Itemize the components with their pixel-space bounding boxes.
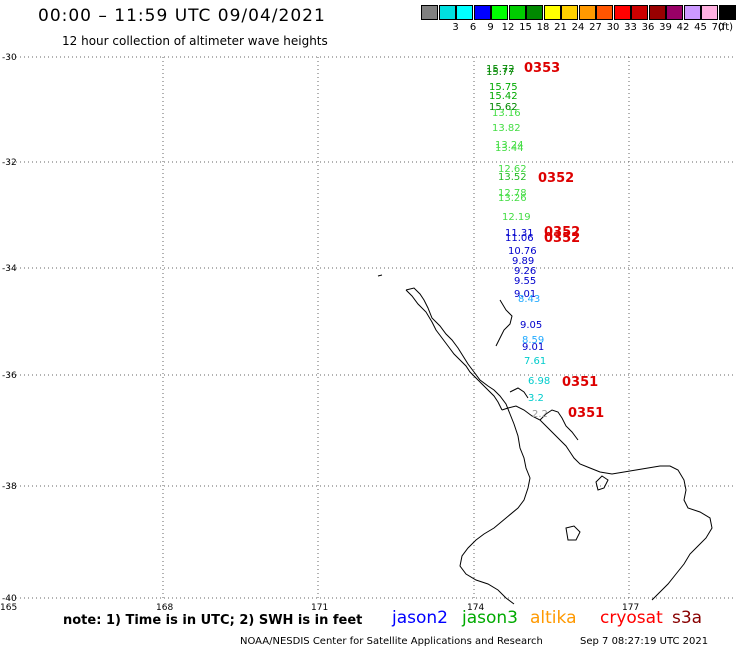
- scale-label: 30: [606, 22, 620, 33]
- wave-height-label: 13.26: [498, 193, 527, 204]
- wave-height-label: 15.62: [489, 102, 518, 113]
- latitude-tick-label: -36: [2, 371, 17, 381]
- latitude-tick-label: -34: [2, 264, 17, 274]
- footer-note: note: 1) Time is in UTC; 2) SWH is in fe…: [63, 613, 363, 628]
- map-title: 00:00 – 11:59 UTC 09/04/2021: [38, 6, 326, 26]
- wave-height-label: 15.72: [486, 64, 515, 75]
- wave-height-label: 9.01: [514, 289, 536, 300]
- longitude-tick-label: 171: [311, 603, 328, 613]
- wave-height-label: 2.2: [532, 409, 548, 420]
- scale-swatch: [666, 5, 683, 20]
- scale-label: 9: [487, 22, 494, 33]
- scale-label: 12: [501, 22, 515, 33]
- scale-swatch: [508, 5, 526, 20]
- wave-height-label: 13.82: [492, 123, 521, 134]
- wave-height-label: 3.2: [528, 393, 544, 404]
- wave-height-label: 7.61: [524, 356, 546, 367]
- scale-swatch: [543, 5, 561, 20]
- latitude-tick-label: -32: [2, 158, 17, 168]
- wave-height-label: 8.43: [518, 294, 540, 305]
- longitude-tick-label: 174: [467, 603, 484, 613]
- scale-label: 39: [659, 22, 672, 33]
- scale-swatch: [473, 5, 491, 20]
- scale-swatch: [613, 5, 631, 20]
- pass-time-label: 0352: [538, 171, 574, 186]
- scale-swatch: [596, 5, 613, 20]
- scale-swatch: [491, 5, 508, 20]
- scale-swatch: [561, 5, 578, 20]
- wave-height-label: 13.16: [492, 108, 521, 119]
- wave-height-label: 12.19: [502, 212, 531, 223]
- wave-height-label: 13.24: [495, 140, 524, 151]
- satellite-legend-jason3: jason3: [462, 608, 518, 628]
- scale-label: 24: [571, 22, 585, 33]
- scale-swatch: [526, 5, 543, 20]
- pass-time-label: 0352: [544, 225, 580, 240]
- satellite-legend-jason2: jason2: [392, 608, 448, 628]
- scale-label: 15: [519, 22, 532, 33]
- pass-time-label: 0351: [562, 375, 598, 390]
- latitude-tick-label: -40: [2, 594, 17, 604]
- wave-height-label: 8.59: [522, 335, 544, 346]
- pass-time-label: 0353: [524, 61, 560, 76]
- scale-label: 21: [554, 22, 567, 33]
- scale-swatch: [438, 5, 456, 20]
- scale-label: 3: [452, 22, 459, 33]
- coastline-north-island: [377, 274, 713, 605]
- wave-height-label: 11.06: [505, 233, 534, 244]
- scale-unit: (ft): [718, 22, 734, 33]
- wave-height-label: 9.05: [520, 320, 542, 331]
- scale-swatch: [718, 5, 736, 20]
- scale-swatch: [701, 5, 718, 20]
- longitude-tick-label: 165: [0, 603, 17, 613]
- wave-height-label: 9.89: [512, 256, 534, 267]
- wave-height-label: 11.31: [505, 228, 534, 239]
- longitude-tick-label: 177: [622, 603, 639, 613]
- wave-height-label: 15.77: [486, 67, 515, 78]
- satellite-legend-s3a: s3a: [672, 608, 703, 628]
- scale-swatch: [578, 5, 596, 20]
- scale-label: 70: [711, 22, 725, 33]
- wave-height-label: 15.42: [489, 91, 518, 102]
- satellite-legend-altika: altika: [530, 608, 577, 628]
- longitude-tick-label: 168: [156, 603, 173, 613]
- latitude-tick-label: -30: [2, 53, 17, 63]
- scale-label: 33: [624, 22, 637, 33]
- wave-height-label: 13.52: [498, 172, 527, 183]
- pass-time-label: 0352: [544, 231, 580, 246]
- wave-height-label: 9.01: [522, 342, 544, 353]
- wave-height-label: 12.78: [498, 188, 527, 199]
- scale-swatch: [631, 5, 648, 20]
- map-subtitle: 12 hour collection of altimeter wave hei…: [62, 34, 328, 48]
- scale-swatch: [683, 5, 701, 20]
- scale-swatch: [648, 5, 666, 20]
- satellite-legend-cryosat: cryosat: [600, 608, 663, 628]
- wave-height-label: 10.76: [508, 246, 537, 257]
- lat-lon-grid: [8, 56, 735, 599]
- scale-label: 27: [589, 22, 602, 33]
- scale-label: 6: [469, 22, 477, 33]
- wave-height-label: 13.44: [495, 143, 524, 154]
- wave-height-label: 9.26: [514, 266, 536, 277]
- wave-height-label: 12.62: [498, 164, 527, 175]
- generated-timestamp: Sep 7 08:27:19 UTC 2021: [580, 636, 709, 647]
- wave-height-label: 6.98: [528, 376, 550, 387]
- scale-label: 36: [641, 22, 655, 33]
- scale-swatch: [421, 5, 438, 20]
- latitude-tick-label: -38: [2, 482, 17, 492]
- scale-label: 42: [676, 22, 690, 33]
- scale-label: 45: [694, 22, 707, 33]
- pass-time-label: 0351: [568, 406, 604, 421]
- scale-swatch: [456, 5, 473, 20]
- wave-height-label: 15.75: [489, 82, 518, 93]
- credit-line: NOAA/NESDIS Center for Satellite Applica…: [240, 636, 543, 647]
- scale-label: 18: [536, 22, 550, 33]
- wave-height-label: 9.55: [514, 276, 536, 287]
